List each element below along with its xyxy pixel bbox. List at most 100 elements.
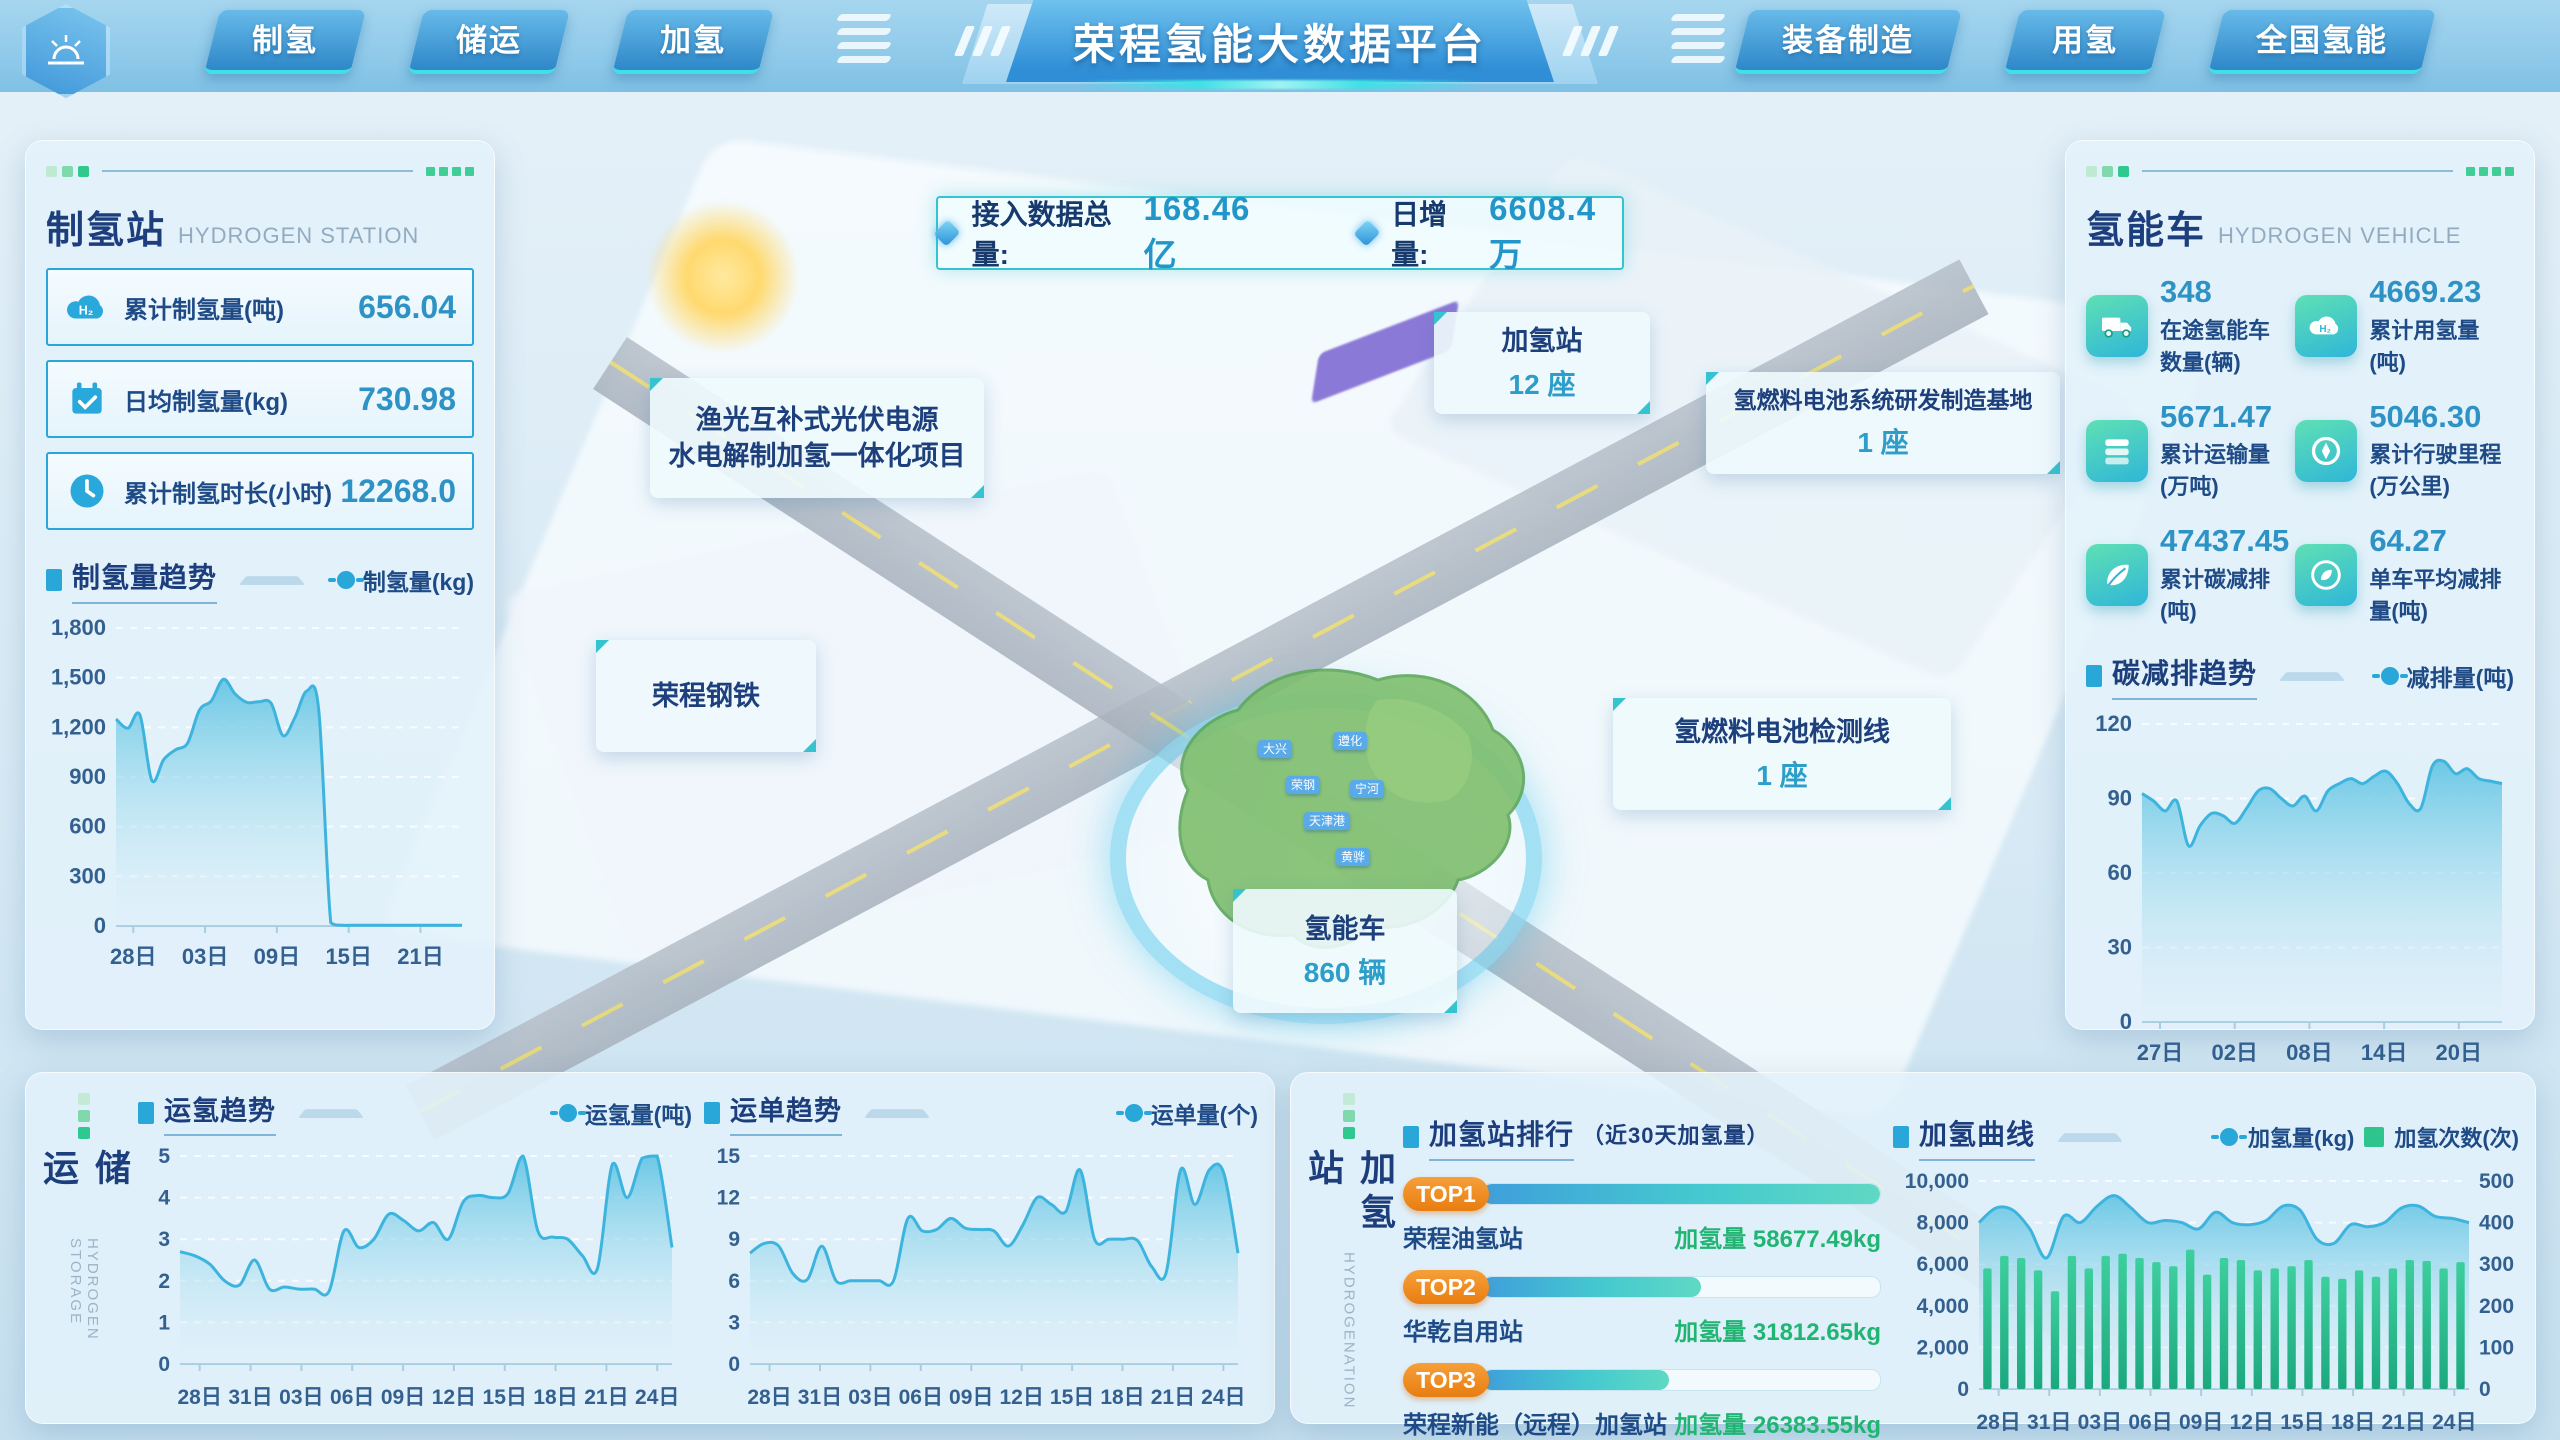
svg-text:18日: 18日 [1100,1386,1144,1409]
svg-text:09日: 09日 [254,944,300,969]
map-pin: 天津港 [1304,812,1351,830]
nav-tab-label: 储运 [456,23,522,58]
curve-legend: 加氢量(kg) 加氢次数(次) [2211,1121,2519,1153]
svg-text:8,000: 8,000 [1916,1212,1969,1235]
svg-text:1,800: 1,800 [51,615,106,640]
svg-text:15日: 15日 [2280,1411,2324,1434]
svg-text:27日: 27日 [2137,1040,2183,1065]
nav-tab-national[interactable]: 全国氢能 [2216,10,2428,74]
svg-text:H₂: H₂ [2320,324,2332,335]
legend-dot-icon [549,1103,586,1122]
sunrise-glyph [48,35,84,65]
stat-hydrogen-used: H₂ 4669.23 累计用氢量(吨) [2295,275,2514,377]
transport-trend-block: 运氢趋势 运氢量(吨) 0 1 2 3 4 5 28日 31日 03日 06日 09日 12日 15日 1… [138,1087,692,1409]
decor-squares [1343,1093,1355,1139]
svg-text:500: 500 [2479,1170,2514,1193]
china-map-shape [1178,668,1525,949]
chart-waybill-trend: 0 3 6 9 12 15 28日 31日 03日 06日 09日 12日 15日 18日 21日 24日 [717,1145,1246,1409]
scene-label-refueling-station: 加氢站 12 座 [1434,312,1650,414]
scene-label-hydrogen-vehicle: 氢能车 860 辆 [1233,889,1457,1013]
stat-mileage: 5046.30 累计行驶里程(万公里) [2295,400,2514,502]
svg-text:0: 0 [158,1353,170,1376]
china-map: 大兴 遵化 荣钢 宁河 天津港 黄骅 [1128,640,1548,975]
svg-text:15日: 15日 [1050,1386,1094,1409]
data-summary-bar: 接入数据总量: 168.46 亿 日增量: 6608.4 万 [933,190,1624,273]
leaf-badge-icon [2295,544,2358,607]
refueling-tab: 加氢站 HYDROGENATION [1303,1087,1396,1409]
svg-text:400: 400 [2479,1212,2514,1235]
nav-right-group: 装备制造 用氢 全国氢能 [1742,10,2428,74]
nav-tab-refueling[interactable]: 加氢 [620,10,766,74]
page-title: 荣程氢能大数据平台 [1072,20,1487,68]
decor-slashes-right [1561,26,1620,56]
chart-title: 加氢曲线 [1919,1113,2036,1161]
nav-left-group: 制氢 储运 加氢 [212,10,766,74]
svg-text:18日: 18日 [533,1386,577,1409]
nav-tab-hydrogen-production[interactable]: 制氢 [212,10,358,74]
refueling-tab-label: 加氢站 [1303,1149,1396,1237]
svg-text:15日: 15日 [483,1386,527,1409]
total-data-value: 168.46 亿 [1143,190,1251,273]
decor-slashes-left [953,26,1012,56]
chart-transport-trend: 0 1 2 3 4 5 28日 31日 03日 06日 09日 12日 15日 18日 21日 24日 [158,1145,679,1409]
legend-square-icon [2364,1127,2385,1147]
nav-tab-equipment[interactable]: 装备制造 [1742,10,1954,74]
svg-text:1: 1 [158,1311,170,1334]
svg-text:28日: 28日 [747,1386,791,1409]
refueling-station-panel: 加氢站 HYDROGENATION 加氢站排行 （近30天加氢量） TOP1 荣… [1290,1072,2536,1439]
chart-title: 碳减排趋势 [2112,652,2258,700]
svg-text:21日: 21日 [1151,1386,1195,1409]
diamond-icon [1353,219,1380,247]
svg-text:31日: 31日 [228,1386,272,1409]
panel-title: 氢能车 HYDROGEN VEHICLE [2086,199,2514,254]
legend-dot-icon [2371,666,2408,685]
logo-sunrise-icon [22,4,110,98]
storage-tab: 储运 HYDROGEN STORAGE [38,1087,131,1409]
svg-text:12日: 12日 [432,1386,476,1409]
top2-badge: TOP2 [1403,1270,1489,1304]
stat-card-total-hours: 累计制氢时长(小时) 12268.0 [46,452,474,530]
svg-text:03日: 03日 [279,1386,323,1409]
svg-text:2: 2 [158,1270,170,1293]
stat-carbon-reduction: 47437.45 累计碳减排(吨) [2086,525,2289,626]
legend-dot-icon [2211,1128,2248,1146]
decor-trapezoid [238,576,306,585]
nav-tab-hydrogen-use[interactable]: 用氢 [2012,10,2158,74]
svg-text:08日: 08日 [2286,1040,2332,1065]
svg-text:28日: 28日 [110,944,156,969]
h2-cloud-icon: H₂ [2295,295,2358,358]
chart-title: 运氢趋势 [164,1089,276,1136]
svg-text:31日: 31日 [798,1386,842,1409]
stat-card-daily-production: 日均制氢量(kg) 730.98 [46,360,474,438]
svg-text:120: 120 [2095,711,2132,736]
panel-title: 制氢站 HYDROGEN STATION [46,199,474,254]
nav-tab-label: 制氢 [252,23,318,58]
top3-badge: TOP3 [1403,1363,1489,1397]
svg-text:06日: 06日 [2128,1411,2172,1434]
svg-text:3: 3 [158,1228,170,1251]
svg-text:20日: 20日 [2436,1040,2482,1065]
scene-label-fuelcell-base: 氢燃料电池系统研发制造基地 1 座 [1706,372,2060,474]
svg-text:06日: 06日 [330,1386,374,1409]
waybill-trend-block: 运单趋势 运单量(个) 0 3 6 9 12 15 28日 31日 03日 06日 09日 12日 15… [704,1087,1258,1409]
nav-tab-storage-transport[interactable]: 储运 [416,10,562,74]
svg-text:15日: 15日 [325,944,371,969]
chart-carbon-reduction-trend: 0 30 60 90 120 27日 02日 08日 14日 20日 [2095,711,2503,1065]
nav-tab-label: 加氢 [660,23,726,58]
rank-bar-fill [1482,1184,1880,1204]
panel-decor [46,163,474,179]
stat-transport-volume: 5671.47 累计运输量(万吨) [2086,400,2289,502]
svg-text:21日: 21日 [397,944,443,969]
svg-text:90: 90 [2108,785,2132,810]
ranking-subtitle: （近30天加氢量） [1582,1123,1770,1148]
svg-text:600: 600 [69,814,106,839]
svg-text:15: 15 [717,1145,741,1168]
svg-text:9: 9 [728,1228,740,1251]
chart-header-carbon-trend: 碳减排趋势 减排量(吨) [2086,652,2514,700]
nav-tab-label: 装备制造 [1782,23,1914,58]
svg-text:3: 3 [728,1311,740,1334]
panel-title-en: HYDROGEN STATION [178,223,420,248]
chart-title: 制氢量趋势 [72,556,218,604]
svg-text:09日: 09日 [2179,1411,2223,1434]
svg-text:02日: 02日 [2211,1040,2257,1065]
